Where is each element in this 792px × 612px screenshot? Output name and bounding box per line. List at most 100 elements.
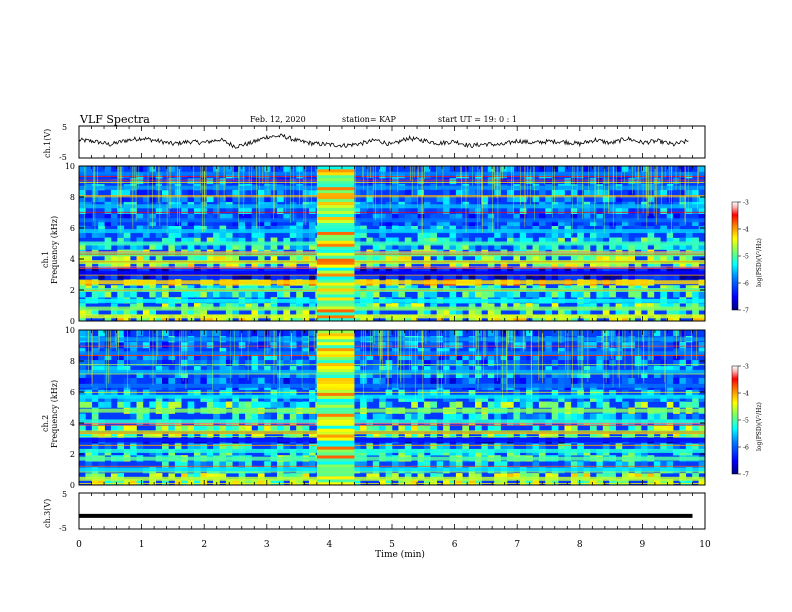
time-ticks — [78, 126, 706, 529]
spectrogram-cell — [615, 207, 623, 214]
spectrogram-cell — [564, 401, 572, 408]
spectrogram-cell — [238, 243, 246, 250]
spectral-band — [79, 280, 705, 285]
spectrogram-cell — [519, 413, 527, 420]
spectrogram-cell — [79, 425, 86, 432]
spectrogram-cell — [270, 273, 278, 280]
spectrogram-cell — [123, 353, 131, 361]
spectrogram-cell — [551, 341, 559, 349]
spectrogram-cell — [666, 401, 674, 408]
spectrogram-cell — [462, 261, 469, 268]
spectrogram-cell — [162, 291, 169, 298]
spectrogram-cell — [647, 225, 655, 232]
spectrogram-cell — [91, 231, 99, 238]
spectrogram-cell — [130, 443, 137, 450]
spectrogram-cell — [104, 207, 112, 214]
spectrogram-cell — [462, 479, 469, 486]
spectrogram-cell — [653, 255, 661, 262]
spectrogram-cell — [468, 273, 476, 280]
spectrogram-cell — [570, 479, 578, 486]
spectrogram-cell — [142, 365, 150, 373]
spectrogram-cell — [411, 389, 418, 396]
spectrogram-cell — [206, 330, 214, 337]
spectrogram-cell — [647, 479, 655, 486]
burst-cell — [316, 464, 355, 468]
spectrogram-cell — [238, 213, 246, 220]
spectrogram-cell — [436, 443, 444, 450]
spectrogram-cell — [142, 267, 150, 274]
spectrogram-cell — [500, 431, 508, 438]
spectrogram-cell — [423, 359, 431, 367]
spectrogram-cell — [130, 341, 137, 349]
spectrogram-cell — [238, 359, 246, 367]
spectrogram-cell — [79, 413, 86, 420]
spectrogram-cell — [455, 353, 463, 361]
spectrogram-cell — [673, 413, 680, 420]
spectrogram-cell — [551, 273, 559, 280]
spectrogram-cell — [666, 195, 674, 203]
spectrogram-cell — [673, 267, 680, 274]
spectrogram-cell — [277, 291, 284, 298]
spectrogram-cell — [232, 243, 239, 250]
spectrogram-cell — [462, 347, 469, 355]
spectrogram-cell — [251, 177, 259, 185]
spectrogram-cell — [264, 413, 271, 420]
spectrogram-cell — [685, 359, 693, 367]
spectrogram-cell — [398, 395, 406, 402]
spectrogram-cell — [679, 341, 687, 349]
spectrogram-cell — [206, 341, 214, 349]
spectrogram-cell — [257, 219, 265, 226]
spectrogram-cell — [398, 479, 406, 486]
spectrogram-cell — [245, 213, 252, 220]
spectrogram-cell — [423, 243, 431, 250]
spectrogram-cell — [206, 291, 214, 298]
spectrogram-cell — [609, 461, 616, 468]
spectrogram-cell — [79, 389, 86, 396]
spectrogram-cell — [455, 443, 463, 450]
spectrogram-cell — [392, 303, 399, 310]
spectrogram-cell — [628, 431, 635, 438]
spectrogram-cell — [206, 225, 214, 232]
spectrogram-cell — [570, 359, 578, 367]
spectrogram-cell — [219, 225, 227, 232]
colorbar-tick-label: -5 — [743, 418, 749, 425]
spectrogram-cell — [232, 425, 239, 432]
spectrogram-cell — [117, 359, 124, 367]
spectrogram-cell — [206, 395, 214, 402]
spectrogram-cell — [379, 395, 386, 402]
spectrogram-cell — [372, 207, 380, 214]
spectrogram-cell — [538, 401, 546, 408]
spectrogram-cell — [353, 225, 361, 232]
spectrogram-cell — [283, 261, 291, 268]
ch1-colorbar-label: log(PSD)(V²/Hz) — [756, 238, 763, 287]
spectrogram-cell — [692, 353, 699, 361]
spectrogram-cell — [289, 225, 297, 232]
spectrogram-cell — [181, 359, 188, 367]
spectrogram-cell — [353, 189, 361, 197]
spectrogram-cell — [513, 291, 521, 298]
spectrogram-cell — [181, 195, 188, 203]
spectrogram-cell — [79, 359, 86, 367]
spectrogram-cell — [366, 195, 374, 203]
spectrogram-cell — [462, 237, 469, 244]
spectrogram-cell — [596, 353, 604, 361]
spectrogram-cell — [622, 303, 629, 310]
spectrogram-cell — [277, 413, 284, 420]
spectrogram-cell — [104, 261, 112, 268]
spectrogram-cell — [622, 371, 629, 378]
spectrogram-cell — [232, 395, 239, 402]
burst-cell — [316, 183, 355, 188]
spectrogram-cell — [417, 359, 425, 367]
spectrogram-cell — [392, 195, 399, 203]
spectrogram-cell — [232, 237, 239, 244]
spectrogram-cell — [487, 225, 495, 232]
spectrogram-cell — [257, 377, 265, 384]
spectrogram-cell — [392, 237, 399, 244]
spectrogram-cell — [238, 225, 246, 232]
spectrogram-cell — [622, 389, 629, 396]
burst-cell — [316, 440, 355, 444]
spectrogram-cell — [430, 461, 437, 468]
burst-cell — [316, 443, 355, 447]
spectrogram-cell — [475, 225, 482, 232]
spectrogram-cell — [98, 207, 105, 214]
